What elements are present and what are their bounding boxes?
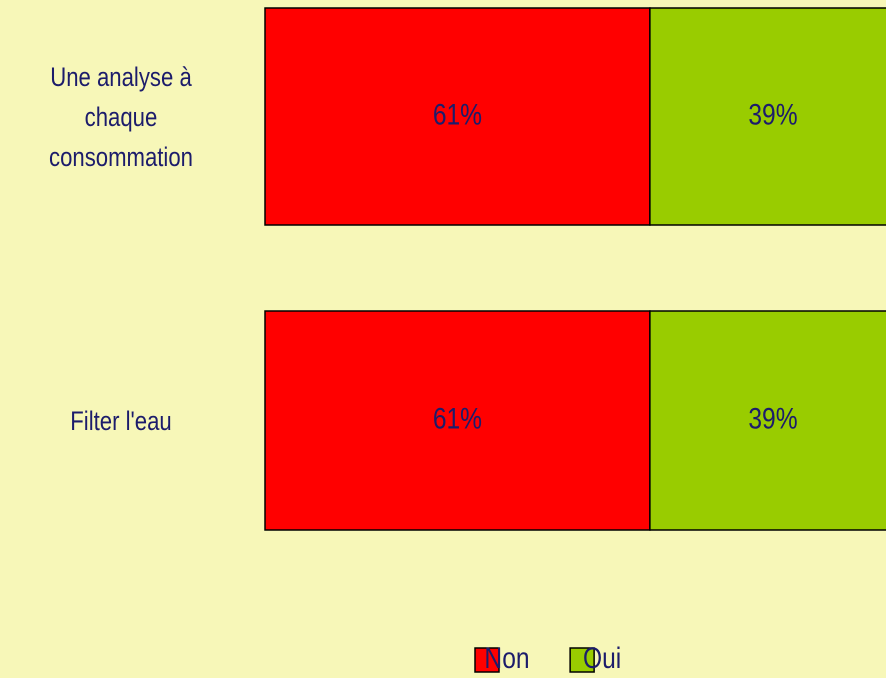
category-label: Une analyse à chaque consommation <box>49 61 193 172</box>
bar-segment <box>649 7 886 226</box>
value-label: 39% <box>748 401 797 435</box>
legend-swatch <box>474 647 500 673</box>
bar-segment <box>264 310 651 531</box>
legend-label: Non <box>484 641 529 675</box>
bar-segment <box>264 7 651 226</box>
value-label: 39% <box>748 97 797 131</box>
bar-segment <box>649 310 886 531</box>
value-label: 61% <box>433 97 482 131</box>
legend-swatch <box>569 647 595 673</box>
value-label: 61% <box>433 401 482 435</box>
legend-label: Oui <box>583 641 621 675</box>
category-label: Filter l'eau <box>70 405 172 436</box>
